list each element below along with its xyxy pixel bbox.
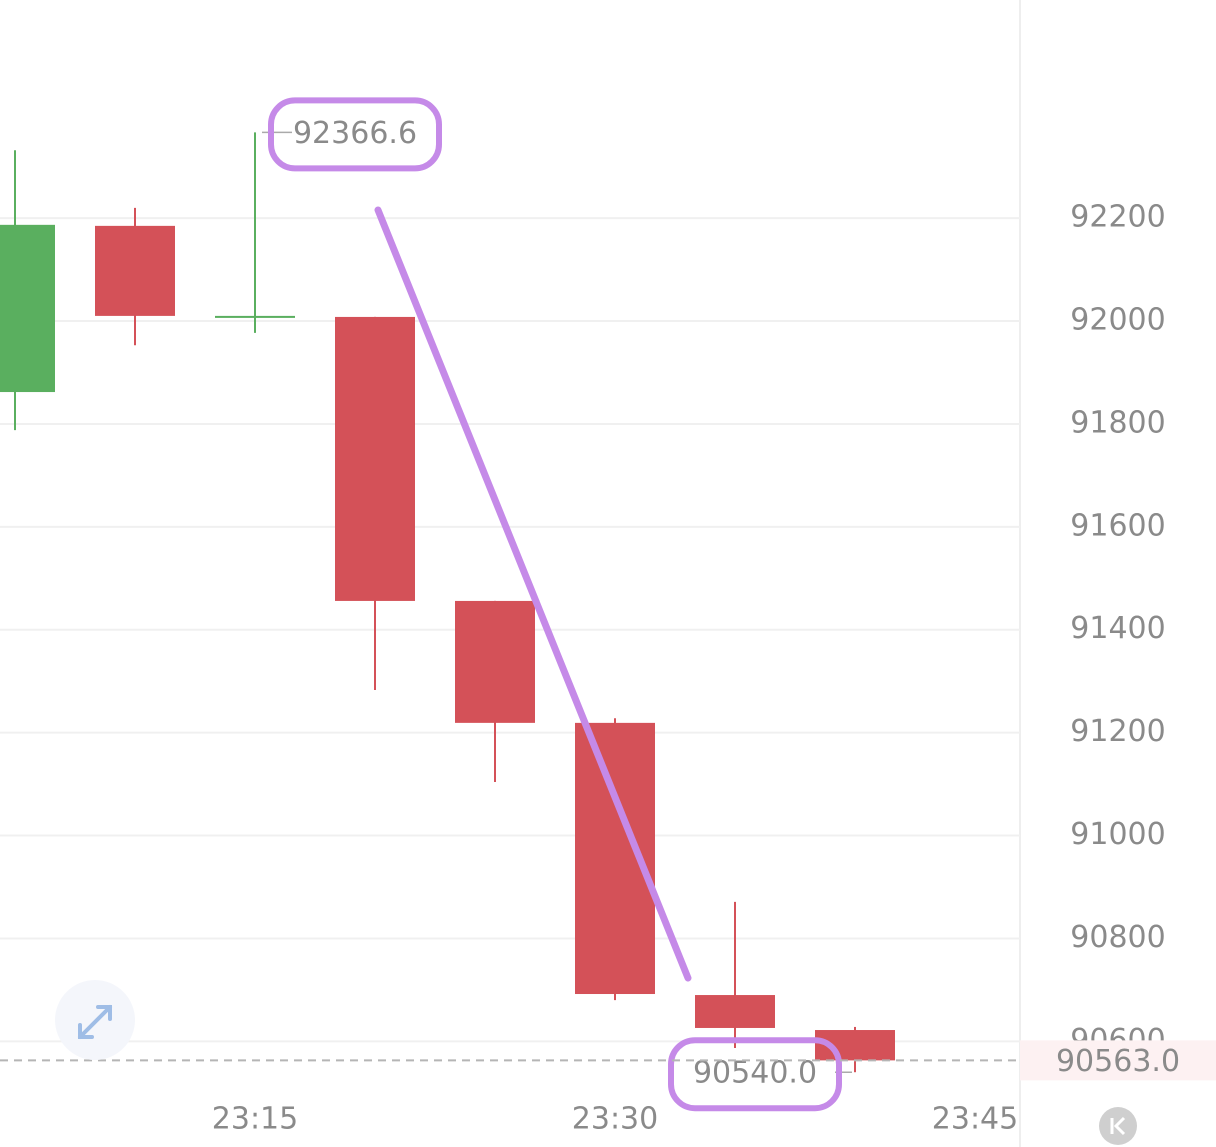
y-tick-label: 91800 bbox=[1070, 405, 1165, 440]
y-tick-label: 92000 bbox=[1070, 303, 1165, 338]
plot-area: 9060090800910009120091400916009180092000… bbox=[0, 132, 1166, 1137]
y-tick-label: 92200 bbox=[1070, 200, 1165, 235]
trend-annotation bbox=[374, 206, 692, 982]
x-tick-label: 23:45 bbox=[932, 1102, 1018, 1137]
extreme-label: 90540.0 bbox=[693, 1056, 817, 1091]
x-tick-label: 23:15 bbox=[212, 1102, 298, 1137]
last-price-box bbox=[1020, 1040, 1216, 1081]
extreme-label: 92366.6 bbox=[293, 116, 417, 151]
candle-body bbox=[335, 316, 415, 601]
last-price-label: 90563.0 bbox=[1056, 1044, 1180, 1079]
y-tick-label: 91000 bbox=[1070, 817, 1165, 852]
overlay: 92366.6 90540.0 90563.0 bbox=[0, 97, 1216, 1112]
x-tick-label: 23:30 bbox=[572, 1102, 658, 1137]
candle-body bbox=[695, 995, 775, 1028]
candle-body bbox=[95, 225, 175, 316]
candle-body bbox=[215, 315, 295, 318]
highlight-box bbox=[668, 1037, 842, 1112]
scroll-latest-button[interactable] bbox=[1099, 1107, 1137, 1145]
y-tick-label: 90800 bbox=[1070, 920, 1165, 955]
expand-icon[interactable] bbox=[55, 980, 135, 1060]
y-tick-label: 91600 bbox=[1070, 508, 1165, 543]
y-tick-label: 91400 bbox=[1070, 611, 1165, 646]
candle-body bbox=[0, 224, 55, 393]
candle-body bbox=[455, 600, 535, 723]
y-tick-label: 91200 bbox=[1070, 714, 1165, 749]
highlight-box bbox=[268, 97, 442, 172]
